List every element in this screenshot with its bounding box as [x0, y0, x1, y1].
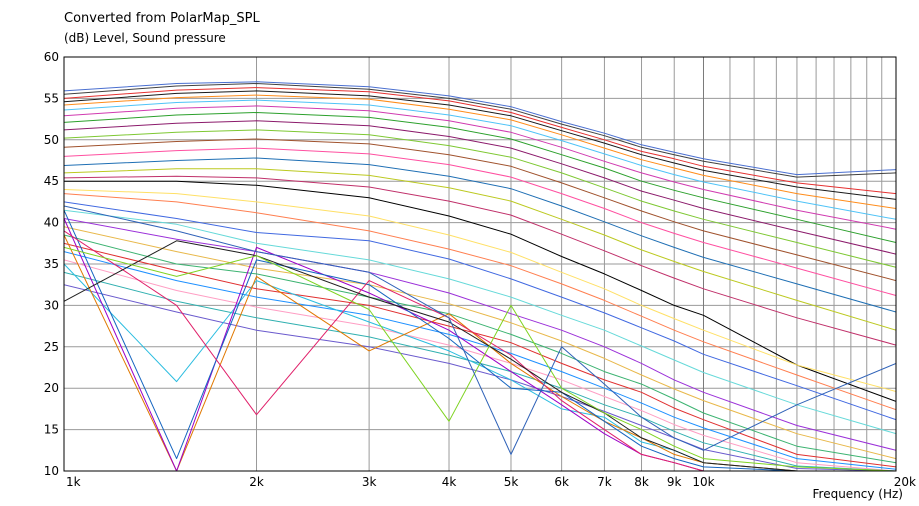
series-line [64, 157, 896, 313]
series-line [64, 168, 896, 331]
x-tick-label: 9k [667, 475, 682, 489]
off-axis-line [64, 218, 896, 471]
series-line [64, 259, 896, 471]
chart-title: Converted from PolarMap_SPL [64, 11, 260, 26]
series-line [64, 99, 896, 220]
y-tick-label: 10 [44, 464, 59, 478]
y-tick-label: 60 [44, 50, 59, 64]
off-axis-line [64, 205, 896, 455]
series-line [64, 94, 896, 209]
series-line [64, 284, 896, 471]
x-tick-label: 6k [554, 475, 569, 489]
series-line [64, 147, 896, 296]
series-line [64, 189, 896, 392]
series-line [64, 120, 896, 255]
x-tick-label: 20k [894, 475, 916, 489]
series-line [64, 234, 896, 464]
series-line [64, 81, 896, 176]
y-tick-label: 50 [44, 133, 59, 147]
y-tick-label: 15 [44, 423, 59, 437]
series-lines [64, 81, 896, 471]
x-tick-label: 3k [362, 475, 377, 489]
y-tick-label: 45 [44, 174, 59, 188]
off-axis-line [64, 246, 896, 471]
series-line [64, 226, 896, 460]
x-tick-label: 7k [597, 475, 612, 489]
series-line [64, 180, 896, 402]
x-tick-label: 8k [634, 475, 649, 489]
y-axis-label: (dB) Level, Sound pressure [64, 31, 226, 45]
x-axis-label: Frequency (Hz) [812, 487, 904, 501]
y-tick-label: 20 [44, 381, 59, 395]
x-tick-label: 1k [66, 475, 81, 489]
series-line [64, 112, 896, 243]
y-tick-label: 25 [44, 340, 59, 354]
series-line [64, 105, 896, 230]
x-tick-label: 4k [442, 475, 457, 489]
y-tick-label: 40 [44, 216, 59, 230]
x-tick-label: 2k [249, 475, 264, 489]
series-line [64, 129, 896, 268]
series-line [64, 209, 896, 435]
series-line [64, 242, 896, 468]
y-tick-labels: 10 15 20 25 30 35 40 45 50 55 60 [44, 50, 59, 478]
series-line [64, 201, 896, 421]
series-line [64, 138, 896, 282]
series-line [64, 87, 896, 195]
off-axis-line [64, 263, 896, 471]
grid [63, 56, 897, 472]
plot-border [63, 56, 897, 472]
x-tick-label: 10k [692, 475, 714, 489]
off-axis-line [64, 230, 896, 471]
x-tick-labels: 1k 2k 3k 4k 5k 6k 7k 8k 9k 10k 20k [66, 475, 916, 489]
x-tick-label: 5k [504, 475, 519, 489]
y-tick-label: 30 [44, 298, 59, 312]
series-line [64, 90, 896, 200]
series-line [64, 83, 896, 178]
plot-frame [63, 56, 897, 472]
y-tick-label: 55 [44, 91, 59, 105]
series-line [64, 175, 896, 346]
series-line [64, 251, 896, 470]
y-tick-label: 35 [44, 257, 59, 271]
series-line [64, 193, 896, 411]
